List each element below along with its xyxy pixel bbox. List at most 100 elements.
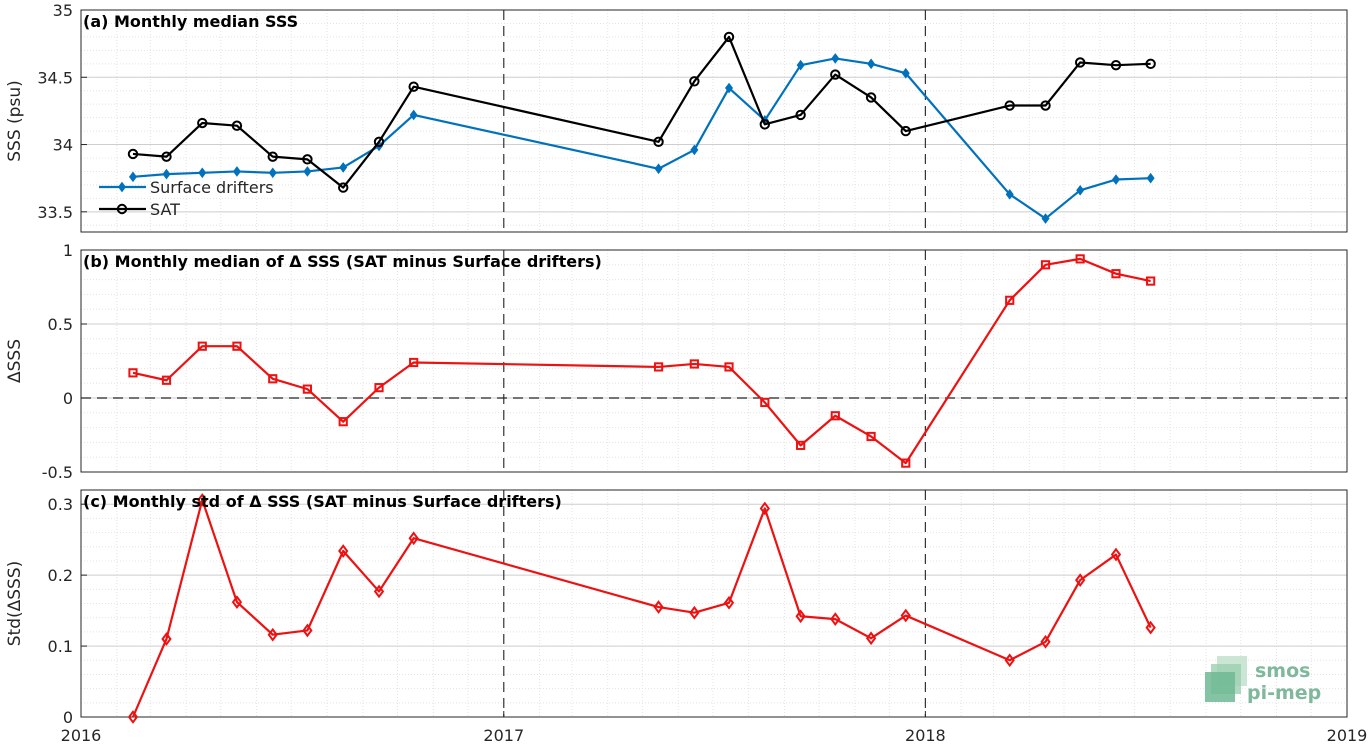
legend-marker xyxy=(118,181,126,193)
data-point xyxy=(1146,172,1155,184)
y-tick-label: 1 xyxy=(63,241,73,260)
series-line xyxy=(132,35,1151,189)
data-point xyxy=(865,92,877,103)
data-point xyxy=(830,411,840,421)
data-point xyxy=(1075,573,1086,587)
data-point xyxy=(1111,174,1120,185)
data-point xyxy=(267,151,278,162)
smos-pi-mep-logo: smos pi-mep xyxy=(1205,656,1321,704)
data-point xyxy=(830,69,841,80)
data-point xyxy=(653,136,664,148)
data-point xyxy=(900,125,911,137)
y-axis-label: SSS (psu) xyxy=(5,80,25,161)
data-point xyxy=(725,82,734,94)
logo-text-smos: smos xyxy=(1255,660,1310,682)
y-tick-label: 0.1 xyxy=(48,637,73,656)
legend-marker xyxy=(116,203,128,215)
data-point xyxy=(689,76,700,87)
legend-marker-shape xyxy=(116,203,128,215)
y-tick-label: 34 xyxy=(53,136,73,155)
data-point xyxy=(338,417,348,427)
data-point xyxy=(831,53,840,64)
data-point xyxy=(1040,100,1051,111)
data-point xyxy=(409,357,419,368)
data-point xyxy=(197,117,208,129)
data-point xyxy=(127,148,139,160)
data-point xyxy=(268,374,278,384)
grid-lines xyxy=(81,489,1347,718)
data-point xyxy=(338,182,349,193)
data-point xyxy=(374,383,384,393)
data-point xyxy=(231,120,243,131)
data-point xyxy=(1076,184,1085,196)
data-point xyxy=(796,440,806,450)
y-tick-label: 0 xyxy=(63,389,73,408)
data-point xyxy=(373,584,385,599)
data-point xyxy=(198,167,207,179)
data-point xyxy=(231,595,243,609)
data-point xyxy=(653,362,664,372)
y-tick-label: 34.5 xyxy=(37,68,73,87)
series-sat xyxy=(127,31,1156,193)
data-point xyxy=(161,375,172,385)
y-tick-label: 33.5 xyxy=(37,203,73,222)
data-point xyxy=(689,605,700,620)
data-point xyxy=(866,431,876,442)
data-point xyxy=(161,151,172,162)
y-tick-label: 35 xyxy=(53,1,73,20)
data-point xyxy=(1004,100,1015,111)
data-point xyxy=(338,544,349,558)
data-point xyxy=(128,368,138,378)
data-point xyxy=(795,109,806,121)
data-point xyxy=(690,144,699,156)
data-point xyxy=(127,710,139,724)
data-point xyxy=(760,397,770,408)
series-delta-b xyxy=(128,254,1156,468)
data-point xyxy=(759,119,771,130)
data-point xyxy=(1005,188,1014,200)
legend: Surface drifters SAT xyxy=(99,178,274,219)
data-point xyxy=(197,341,207,351)
axes-box xyxy=(80,489,1348,718)
data-point xyxy=(303,166,312,177)
y-tick-label: 0.2 xyxy=(48,566,73,585)
data-point xyxy=(1004,653,1015,668)
data-point xyxy=(161,632,172,646)
grid-lines xyxy=(81,249,1347,473)
data-point xyxy=(724,362,734,372)
panel-c: 0 0.1 0.2 0.3 Std(ΔSSS) (c) Monthly std of Δ … xyxy=(5,489,1367,745)
data-point xyxy=(1111,269,1121,279)
data-point xyxy=(408,531,419,546)
series-surface-drifters xyxy=(128,53,1155,224)
data-point xyxy=(654,163,663,175)
data-point xyxy=(267,627,278,642)
data-point xyxy=(232,166,241,177)
y-tick-label: 0.5 xyxy=(48,315,73,334)
data-point xyxy=(1146,276,1156,286)
logo-layer xyxy=(1205,672,1235,702)
data-point xyxy=(759,501,770,516)
data-point xyxy=(1075,254,1085,264)
data-point xyxy=(1041,213,1050,224)
data-point xyxy=(900,608,911,623)
data-point xyxy=(795,609,806,624)
panels: 33.5 34 34.5 35 SSS (psu) (a) Monthly median … xyxy=(5,1,1367,745)
data-point xyxy=(1110,59,1122,71)
axes-box xyxy=(80,9,1348,233)
panel-b: -0.5 0 0.5 1 ΔSSS (b) Monthly median of Δ SSS… xyxy=(5,241,1348,482)
data-point xyxy=(1074,57,1086,68)
data-point xyxy=(901,67,910,79)
data-point xyxy=(689,359,699,369)
data-point xyxy=(867,58,876,70)
data-point xyxy=(796,59,805,71)
panel-a: 33.5 34 34.5 35 SSS (psu) (a) Monthly median … xyxy=(5,1,1348,233)
data-point xyxy=(1145,620,1156,635)
data-point xyxy=(830,612,841,626)
data-point xyxy=(128,171,137,183)
y-tick-label: 0.3 xyxy=(48,495,73,514)
series-line xyxy=(131,498,1152,718)
legend-marker-shape xyxy=(118,181,126,193)
panel-title: (b) Monthly median of Δ SSS (SAT minus S… xyxy=(83,252,602,271)
data-point xyxy=(302,384,313,394)
